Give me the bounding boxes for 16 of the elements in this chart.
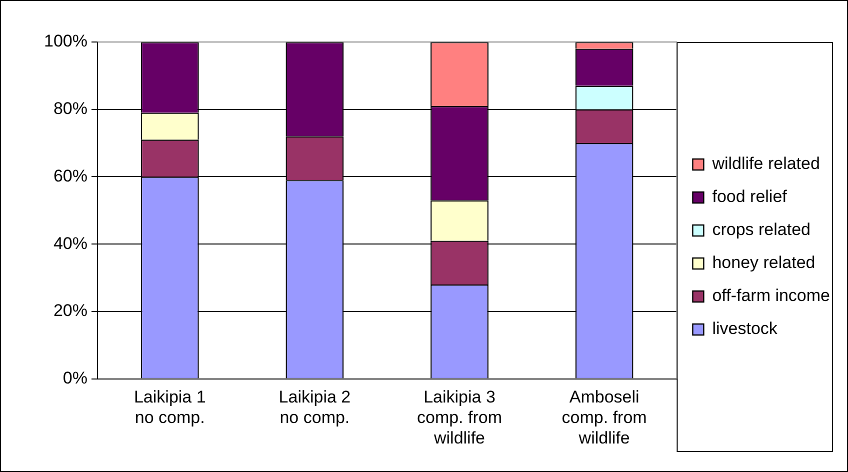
x-tick-label: Amboseli comp. from wildlife [562,388,647,448]
x-tick-label: Laikipia 2 no comp. [278,388,351,428]
y-tick-label: 60% [53,166,88,186]
y-tick-label: 100% [44,32,88,51]
y-tick-label: 20% [53,301,88,320]
legend-label: food relief [712,187,788,206]
legend-label: livestock [712,319,778,338]
y-tick-label: 80% [53,99,88,118]
legend-label: wildlife related [711,154,820,174]
legend-label: crops related [712,220,810,240]
legend-label: honey related [712,253,816,272]
x-tick-label: Laikipia 1 no comp. [134,388,206,428]
x-tick-label: Laikipia 3 comp. from wildlife [416,388,502,448]
y-tick-label: 0% [62,368,88,388]
y-tick-label: 40% [53,234,88,253]
legend-label: off-farm income [712,286,830,306]
